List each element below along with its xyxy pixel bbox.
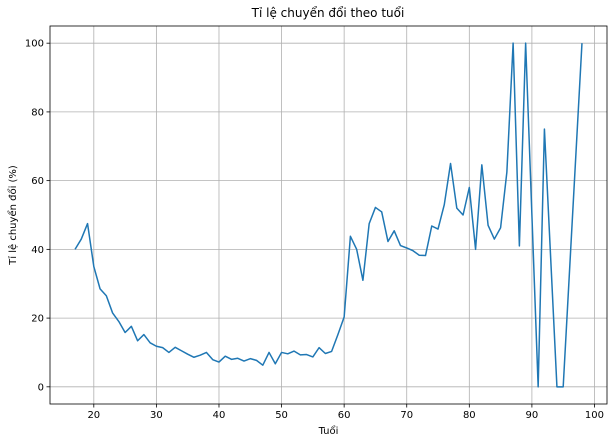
grid (50, 26, 607, 404)
x-tick-label: 80 (463, 410, 476, 421)
x-tick-label: 70 (400, 410, 413, 421)
x-tick-label: 50 (275, 410, 288, 421)
plot-frame (49, 25, 608, 405)
y-axis-label: Tỉ lệ chuyển đổi (%) (6, 165, 19, 266)
x-axis-label: Tuổi (318, 424, 339, 437)
y-tick-label: 40 (31, 245, 44, 256)
x-tick-label: 30 (150, 410, 163, 421)
x-tick-label: 40 (213, 410, 226, 421)
y-tick-label: 20 (31, 314, 44, 325)
y-tick-label: 100 (25, 39, 44, 50)
series-layer (74, 42, 583, 388)
y-tick-label: 60 (31, 176, 44, 187)
x-tick-label: 100 (585, 410, 604, 421)
x-tick-label: 60 (338, 410, 351, 421)
series-line (74, 42, 583, 388)
chart-title: Tỉ lệ chuyển đổi theo tuổi (251, 6, 405, 20)
y-tick-label: 80 (31, 107, 44, 118)
x-tick-label: 90 (526, 410, 539, 421)
y-tick-label: 0 (38, 382, 44, 393)
x-tick-label: 20 (87, 410, 100, 421)
axis-ticks: 20 30 40 50 60 70 80 90 100 0 20 40 60 80 100 (25, 39, 604, 421)
